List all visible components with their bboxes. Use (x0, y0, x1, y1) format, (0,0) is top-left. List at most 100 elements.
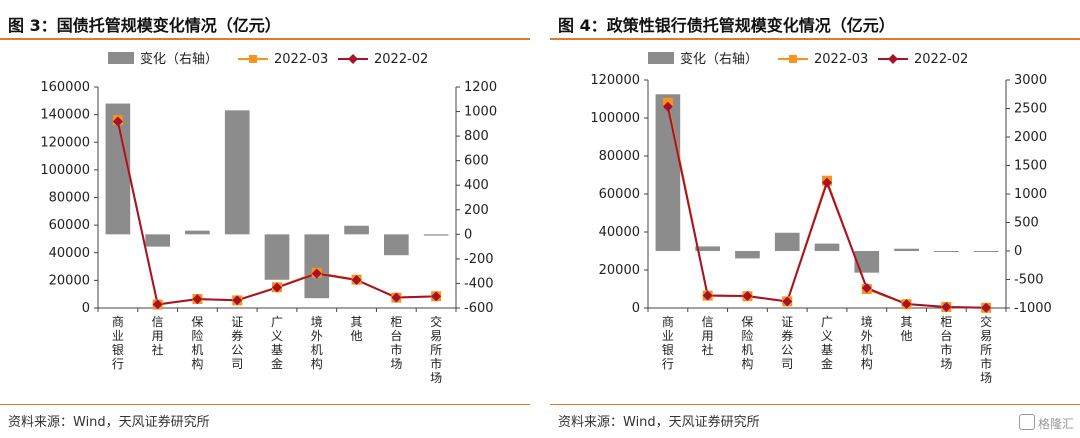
point-2022-02 (822, 177, 832, 188)
left-axis-tick-label: 160000 (40, 80, 90, 95)
point-2022-02 (861, 283, 872, 294)
bar-change (774, 232, 800, 251)
x-axis-category-label: 商业银行 (112, 314, 124, 371)
point-2022-02 (272, 282, 282, 293)
left-axis-tick-label: 40000 (599, 225, 640, 240)
x-axis-category-label: 信用社 (702, 315, 714, 357)
x-axis-category-label: 保险机构 (191, 315, 203, 371)
point-2022-02 (112, 116, 123, 127)
point-2022-02 (391, 292, 402, 303)
left-axis-tick-label: 60000 (49, 218, 90, 233)
right-axis-tick-label: 0 (1014, 244, 1022, 259)
x-axis-category-label: 证券公司 (781, 315, 793, 371)
legend-label-bar: 变化（右轴） (680, 51, 758, 67)
right-axis-tick-label: 1000 (1014, 187, 1047, 202)
right-axis-tick-label: 1500 (1014, 159, 1047, 174)
chart-title: 图 4：政策性银行债托管规模变化情况（亿元） (558, 16, 895, 35)
x-axis-category-label: 境外机构 (861, 314, 873, 371)
left-axis-tick-label: 20000 (49, 273, 90, 288)
legend-label-line-a: 2022-03 (814, 52, 868, 67)
x-axis-category-label: 其他 (351, 315, 363, 343)
right-axis-tick-label: -600 (464, 301, 494, 316)
left-axis-tick-label: 100000 (40, 163, 90, 178)
source-note: 资料来源：Wind，天风证券研究所 (558, 415, 760, 430)
left-axis-tick-label: 60000 (599, 187, 640, 202)
right-axis-tick-label: 800 (464, 129, 489, 144)
chart-title: 图 3：国债托管规模变化情况（亿元） (8, 16, 281, 35)
legend-swatch-bar (108, 52, 134, 64)
bar-change (854, 251, 880, 273)
source-rule (0, 404, 530, 405)
bar-change (735, 251, 760, 259)
x-axis-category-label: 保险机构 (741, 315, 753, 371)
left-axis-tick-label: 100000 (590, 111, 640, 126)
point-2022-02 (782, 296, 793, 307)
right-axis-tick-label: 2500 (1014, 102, 1047, 117)
left-axis-tick-label: 40000 (49, 246, 90, 261)
legend-swatch-bar (648, 52, 674, 64)
bar-change (145, 234, 170, 247)
x-axis-category-label: 境外机构 (311, 314, 323, 371)
right-axis-tick-label: -200 (464, 252, 494, 267)
point-2022-02 (232, 295, 243, 306)
legend-label-line-a: 2022-03 (274, 52, 328, 67)
point-2022-02 (981, 302, 992, 313)
right-axis-tick-label: -500 (1014, 273, 1044, 288)
point-2022-02 (742, 291, 753, 302)
bar-change (264, 234, 290, 280)
legend-label-bar: 变化（右轴） (140, 51, 218, 67)
x-axis-category-label: 广义基金 (821, 315, 833, 371)
bar-change (973, 251, 999, 252)
right-axis-tick-label: 0 (464, 227, 472, 242)
point-2022-02 (351, 274, 362, 285)
left-axis-tick-label: 140000 (40, 108, 90, 123)
bar-change (655, 94, 681, 251)
legend-marker-line-b (348, 54, 358, 64)
right-axis-tick-label: -400 (464, 276, 494, 291)
chart-panel-left: 图 3：国债托管规模变化情况（亿元） 变化（右轴） 2022-03 2022-02 0… (0, 0, 530, 438)
point-2022-02 (901, 299, 912, 310)
chart-svg: 变化（右轴） 2022-03 2022-0202000040000600008000… (590, 51, 1052, 385)
bar-change (934, 251, 959, 252)
legend-marker-line-b (888, 54, 898, 64)
bar-change (304, 234, 330, 299)
bar-change (695, 246, 720, 251)
left-axis-tick-label: 0 (632, 301, 640, 316)
title-rule (550, 38, 1080, 40)
right-axis-tick-label: 1000 (464, 105, 497, 120)
point-2022-02 (431, 291, 442, 302)
right-axis-tick-label: 400 (464, 178, 489, 193)
chart-panel-right: 图 4：政策性银行债托管规模变化情况（亿元） 变化（右轴） 2022-03 2022… (550, 0, 1080, 438)
x-axis-category-label: 商业银行 (662, 314, 674, 371)
legend-label-line-b: 2022-02 (374, 52, 428, 67)
point-2022-02 (662, 101, 673, 112)
right-axis-tick-label: -1000 (1014, 301, 1052, 316)
x-axis-category-label: 交易所市场 (430, 314, 442, 385)
x-axis-category-label: 柜台市场 (390, 315, 402, 371)
left-axis-tick-label: 120000 (40, 135, 90, 150)
legend-label-line-b: 2022-02 (914, 52, 968, 67)
legend-marker-line-a (789, 55, 797, 63)
bar-change (814, 243, 840, 251)
x-axis-category-label: 其他 (901, 315, 913, 343)
point-2022-02 (941, 301, 952, 312)
x-axis-category-label: 柜台市场 (940, 315, 952, 371)
x-axis-category-label: 广义基金 (271, 315, 283, 371)
bar-change (894, 248, 919, 251)
x-axis-category-label: 信用社 (152, 315, 164, 357)
point-2022-02 (702, 290, 713, 301)
left-axis-tick-label: 80000 (599, 149, 640, 164)
right-axis-tick-label: 1200 (464, 80, 497, 95)
left-axis-tick-label: 120000 (590, 73, 640, 88)
bar-change (185, 230, 210, 235)
source-note: 资料来源：Wind，天风证券研究所 (8, 415, 210, 430)
source-rule (550, 404, 1080, 405)
line-series-2022-03 (666, 102, 987, 309)
bar-change (423, 234, 449, 236)
watermark-text: 格隆汇 (1037, 417, 1074, 431)
point-2022-02 (152, 299, 163, 310)
right-axis-tick-label: 600 (464, 154, 489, 169)
right-axis-tick-label: 500 (1014, 216, 1039, 231)
point-2022-02 (311, 268, 322, 279)
x-axis-category-label: 交易所市场 (980, 314, 992, 385)
